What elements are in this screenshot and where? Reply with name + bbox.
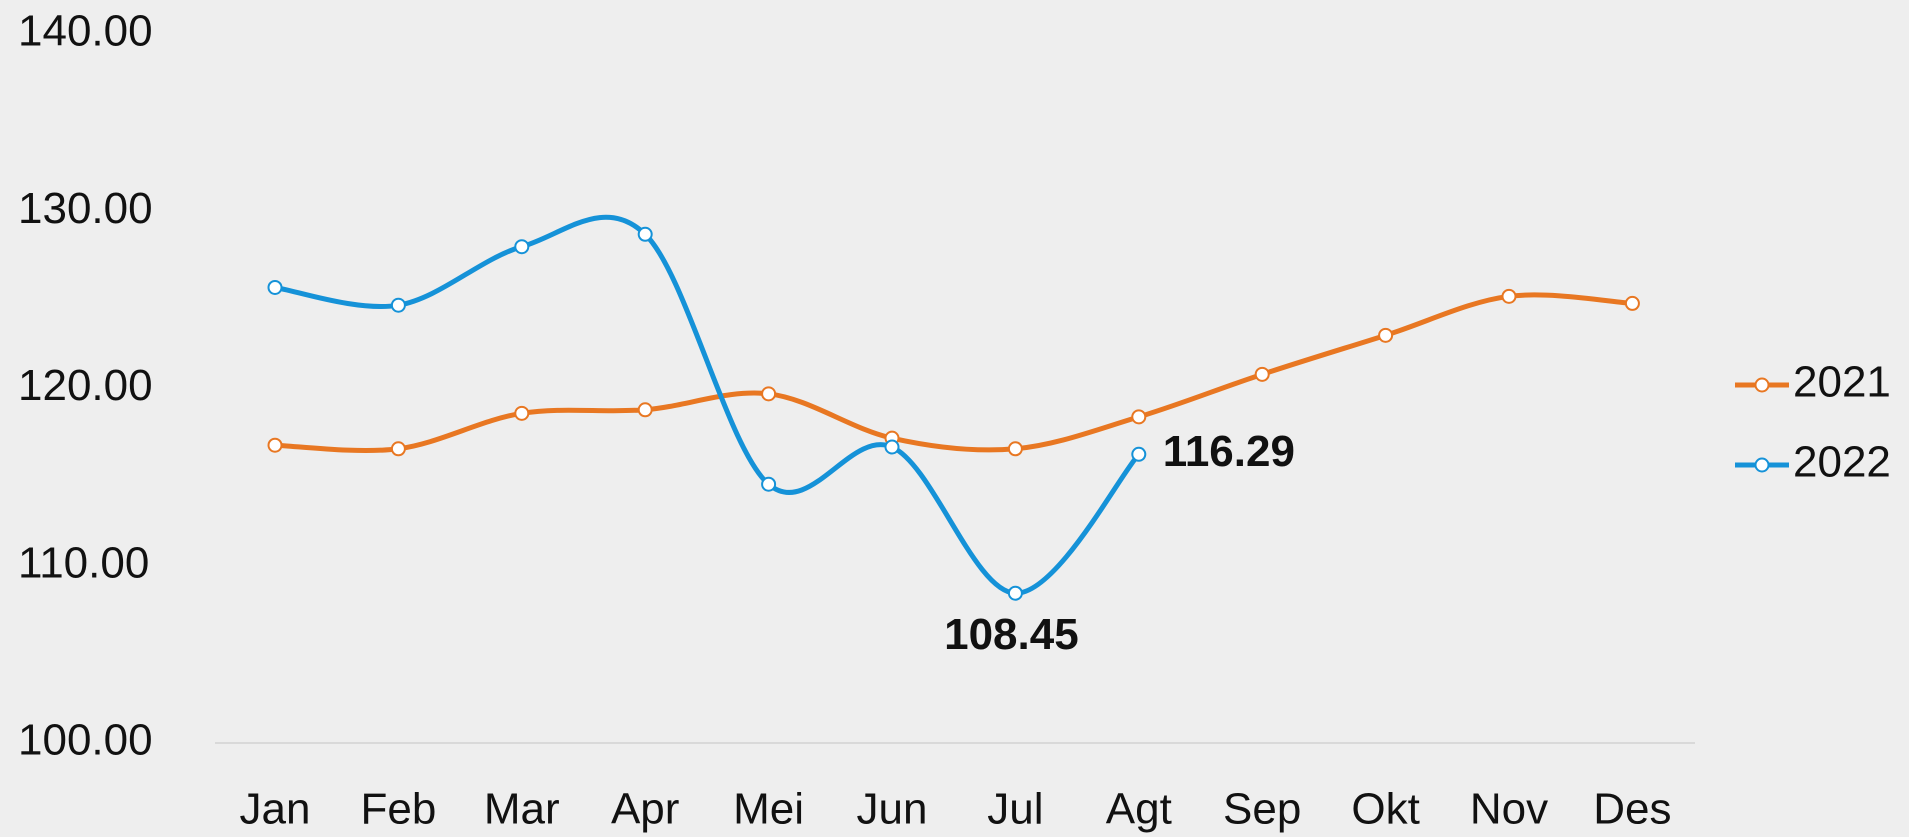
data-point <box>514 405 530 421</box>
x-tick-label: Jun <box>857 785 928 834</box>
legend-label: 2021 <box>1793 358 1891 407</box>
x-tick-label: Mei <box>733 785 804 834</box>
x-tick-label: Des <box>1593 785 1671 834</box>
data-point <box>1378 327 1394 343</box>
series-line <box>274 292 1633 454</box>
x-tick-label: Jan <box>240 785 311 834</box>
y-tick-label: 100.00 <box>18 716 153 765</box>
data-point <box>267 437 283 453</box>
x-tick-label: Nov <box>1470 785 1548 834</box>
data-point <box>390 441 406 457</box>
data-label: 108.45 <box>944 610 1079 659</box>
data-point <box>884 439 900 455</box>
data-point <box>1007 441 1023 457</box>
data-point <box>1254 366 1270 382</box>
data-label: 116.29 <box>1163 427 1295 476</box>
data-point <box>514 239 530 255</box>
y-tick-label: 130.00 <box>18 184 153 233</box>
data-point <box>1131 446 1147 462</box>
data-point <box>637 402 653 418</box>
data-point <box>390 297 406 313</box>
legend-marker <box>1754 377 1770 393</box>
data-point <box>1007 585 1023 601</box>
data-point <box>761 386 777 402</box>
x-tick-label: Okt <box>1351 785 1419 834</box>
series-line <box>274 214 1141 596</box>
legend-marker <box>1754 457 1770 473</box>
y-tick-label: 120.00 <box>18 361 153 410</box>
x-tick-label: Mar <box>484 785 560 834</box>
x-tick-label: Apr <box>611 785 679 834</box>
data-point <box>1501 288 1517 304</box>
x-tick-label: Agt <box>1106 785 1172 834</box>
y-tick-label: 110.00 <box>18 538 149 587</box>
x-tick-label: Sep <box>1223 785 1301 834</box>
y-tick-label: 140.00 <box>18 7 153 56</box>
x-tick-label: Jul <box>987 785 1043 834</box>
legend-label: 2022 <box>1793 438 1891 487</box>
data-point <box>267 279 283 295</box>
data-point <box>1624 295 1640 311</box>
x-tick-label: Feb <box>360 785 436 834</box>
data-point <box>1131 409 1147 425</box>
data-point <box>637 226 653 242</box>
data-point <box>761 476 777 492</box>
